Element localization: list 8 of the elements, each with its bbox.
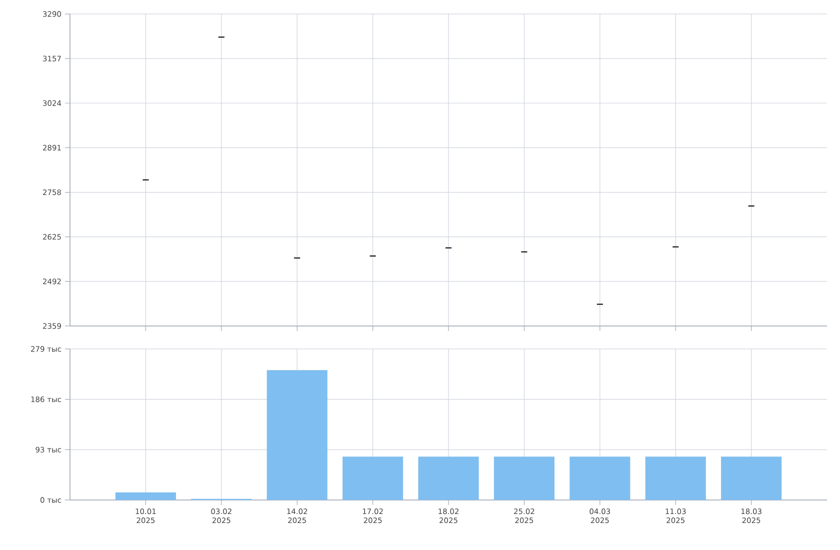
bar — [266, 370, 328, 500]
bar — [115, 492, 176, 500]
bar — [418, 456, 479, 500]
bar — [645, 456, 706, 500]
bar — [721, 456, 782, 500]
bar — [494, 456, 554, 500]
bar — [342, 456, 404, 500]
bar — [570, 456, 630, 500]
